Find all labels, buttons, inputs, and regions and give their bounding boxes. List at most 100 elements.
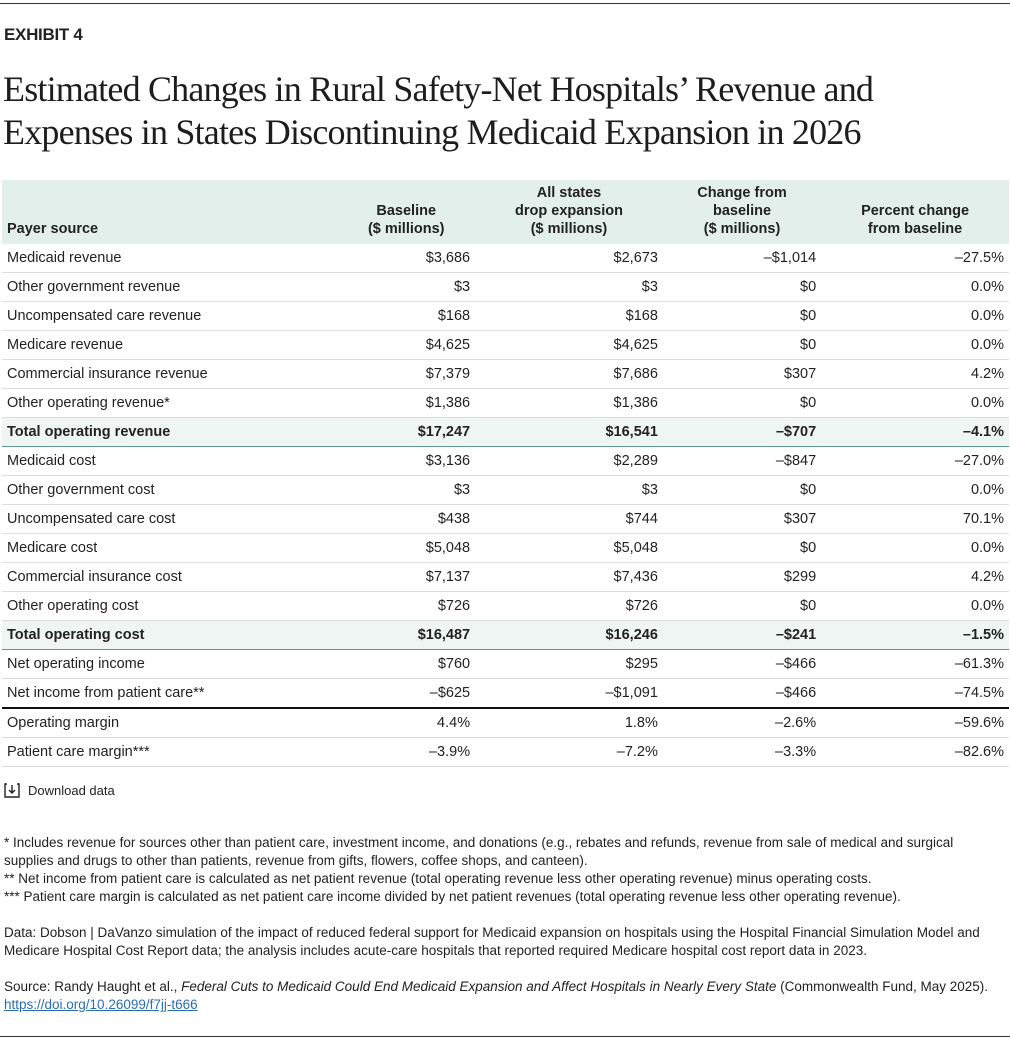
table-row: Total operating cost $16,487 $16,246 –$241–…	[2, 620, 1009, 650]
cell-value: –$625	[337, 678, 476, 709]
notes: * Includes revenue for sources other tha…	[4, 834, 994, 1014]
cell-value: $3,686	[337, 244, 476, 273]
cell-value: 0.0%	[821, 388, 1009, 418]
cell-value: 0.0%	[821, 475, 1009, 505]
cell-value: –$466	[662, 649, 822, 679]
cell-value: $299	[662, 562, 822, 592]
cell-value: $2,673	[475, 244, 663, 273]
cell-value: –2.6%	[662, 707, 822, 738]
cell-value: $7,436	[475, 562, 663, 592]
table-row: Net income from patient care** –$625 –$1,0…	[2, 678, 1009, 709]
table-row: Medicaid cost $3,136 $2,289 –$847 –27.0%	[2, 446, 1009, 476]
cell-value: $760	[337, 649, 476, 679]
cell-value: –$847	[662, 446, 822, 476]
table-row: Other operating cost $726 $726 $0 0.0%	[2, 591, 1009, 621]
cell-value: 4.2%	[821, 359, 1009, 389]
cell-value: $3	[337, 272, 476, 302]
cell-value: –61.3%	[821, 649, 1009, 679]
column-header: Baseline ($ millions)	[337, 180, 476, 244]
row-label: Total operating cost	[2, 620, 338, 650]
cell-value: $3,136	[337, 446, 476, 476]
row-label: Commercial insurance revenue	[2, 359, 338, 389]
cell-value: $0	[662, 301, 822, 331]
cell-value: $0	[662, 591, 822, 621]
cell-value: 0.0%	[821, 591, 1009, 621]
source-prefix: Source: Randy Haught et al.,	[4, 979, 182, 994]
footnote: *** Patient care margin is calculated as…	[4, 889, 901, 904]
row-label: Uncompensated care cost	[2, 504, 338, 534]
cell-value: $3	[475, 272, 663, 302]
table-row: Patient care margin*** –3.9% –7.2% –3.3% –82…	[2, 737, 1009, 767]
cell-value: $307	[662, 504, 822, 534]
download-icon	[4, 783, 20, 798]
cell-value: $1,386	[337, 388, 476, 418]
cell-value: 0.0%	[821, 533, 1009, 563]
cell-value: $4,625	[337, 330, 476, 360]
row-label: Medicaid revenue	[2, 244, 338, 273]
cell-value: $3	[475, 475, 663, 505]
source-link[interactable]: https://doi.org/10.26099/f7jj-t666	[4, 997, 198, 1012]
row-label: Operating margin	[2, 707, 338, 738]
title: Estimated Changes in Rural Safety-Net Ho…	[3, 69, 874, 152]
column-header: Change from baseline ($ millions)	[662, 180, 822, 244]
table-row: Other operating revenue* $1,386 $1,386 $0 0.…	[2, 388, 1009, 418]
table-row: Other government revenue $3 $3 $0 0.0%	[2, 272, 1009, 302]
cell-value: $16,246	[475, 620, 663, 650]
row-label: Total operating revenue	[2, 417, 338, 447]
cell-value: –3.3%	[662, 737, 822, 767]
data-note: Data: Dobson | DaVanzo simulation of the…	[4, 925, 980, 958]
row-label: Uncompensated care revenue	[2, 301, 338, 331]
cell-value: $0	[662, 388, 822, 418]
row-label: Medicare cost	[2, 533, 338, 563]
cell-value: –82.6%	[821, 737, 1009, 767]
row-label: Other operating cost	[2, 591, 338, 621]
cell-value: $4,625	[475, 330, 663, 360]
cell-value: $744	[475, 504, 663, 534]
bottom-rule	[0, 1036, 1010, 1037]
cell-value: 4.4%	[337, 707, 476, 738]
cell-value: –27.0%	[821, 446, 1009, 476]
table-row: Medicare revenue $4,625 $4,625 $0 0.0%	[2, 330, 1009, 360]
row-label: Medicare revenue	[2, 330, 338, 360]
cell-value: –$707	[662, 417, 822, 447]
cell-value: $307	[662, 359, 822, 389]
cell-value: $0	[662, 272, 822, 302]
cell-value: $168	[337, 301, 476, 331]
cell-value: $3	[337, 475, 476, 505]
exhibit-label: EXHIBIT 4	[4, 25, 83, 44]
cell-value: 1.8%	[475, 707, 663, 738]
cell-value: $0	[662, 475, 822, 505]
table-row: Operating margin 4.4% 1.8% –2.6% –59.6%	[2, 707, 1009, 738]
cell-value: –7.2%	[475, 737, 663, 767]
table-row: Other government cost $3 $3 $0 0.0%	[2, 475, 1009, 505]
cell-value: –27.5%	[821, 244, 1009, 273]
data-table: Payer source Baseline ($ millions) All sta…	[2, 180, 1009, 767]
row-label: Net operating income	[2, 649, 338, 679]
row-label: Other operating revenue*	[2, 388, 338, 418]
cell-value: –3.9%	[337, 737, 476, 767]
cell-value: $5,048	[337, 533, 476, 563]
cell-value: –$1,091	[475, 678, 663, 709]
cell-value: –1.5%	[821, 620, 1009, 650]
top-rule	[0, 3, 1010, 4]
table-row: Net operating income $760 $295 –$466 –61.3%	[2, 649, 1009, 679]
row-label: Other government cost	[2, 475, 338, 505]
cell-value: $16,487	[337, 620, 476, 650]
row-label: Medicaid cost	[2, 446, 338, 476]
row-label: Net income from patient care**	[2, 678, 338, 709]
cell-value: $7,379	[337, 359, 476, 389]
table-row: Uncompensated care cost $438 $744 $307 70.1%	[2, 504, 1009, 534]
cell-value: $0	[662, 330, 822, 360]
cell-value: $5,048	[475, 533, 663, 563]
cell-value: $7,137	[337, 562, 476, 592]
cell-value: $295	[475, 649, 663, 679]
cell-value: –4.1%	[821, 417, 1009, 447]
cell-value: $17,247	[337, 417, 476, 447]
cell-value: $726	[475, 591, 663, 621]
footnote: * Includes revenue for sources other tha…	[4, 835, 954, 868]
cell-value: –$1,014	[662, 244, 822, 273]
download-button[interactable]: Download data	[4, 782, 115, 798]
cell-value: $168	[475, 301, 663, 331]
download-label[interactable]: Download data	[28, 782, 115, 798]
